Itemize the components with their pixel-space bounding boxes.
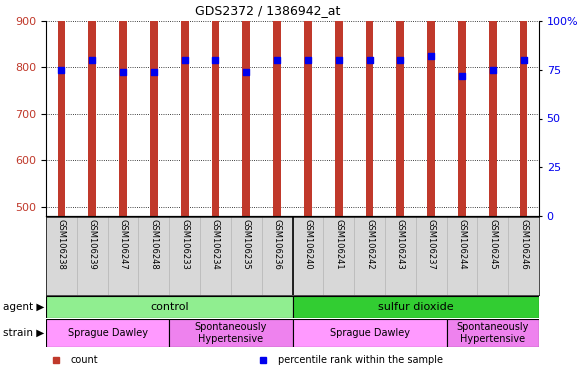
Point — [426, 53, 436, 59]
Bar — [273, 0, 281, 216]
Bar — [88, 0, 96, 216]
Bar — [396, 0, 404, 216]
Text: GSM106240: GSM106240 — [303, 219, 313, 270]
Text: percentile rank within the sample: percentile rank within the sample — [278, 355, 443, 365]
Text: GSM106244: GSM106244 — [457, 219, 467, 270]
Text: GSM106237: GSM106237 — [426, 219, 436, 270]
Point — [457, 73, 467, 79]
Point — [149, 69, 159, 75]
Point — [334, 57, 343, 63]
Text: GSM106248: GSM106248 — [149, 219, 159, 270]
Bar — [365, 0, 374, 216]
Bar — [169, 319, 292, 347]
Point — [303, 57, 313, 63]
Bar — [46, 296, 292, 318]
Point — [119, 69, 128, 75]
Bar — [335, 0, 343, 216]
Text: GSM106245: GSM106245 — [488, 219, 497, 270]
Bar — [304, 0, 312, 216]
Text: Spontaneously
Hypertensive: Spontaneously Hypertensive — [457, 322, 529, 344]
Text: GSM106235: GSM106235 — [242, 219, 251, 270]
Point — [488, 67, 497, 73]
Point — [211, 57, 220, 63]
Point — [365, 57, 374, 63]
Text: GSM106241: GSM106241 — [334, 219, 343, 270]
Text: sulfur dioxide: sulfur dioxide — [378, 302, 454, 312]
Text: Spontaneously
Hypertensive: Spontaneously Hypertensive — [195, 322, 267, 344]
Point — [88, 57, 97, 63]
Text: GSM106247: GSM106247 — [119, 219, 128, 270]
Text: GDS2372 / 1386942_at: GDS2372 / 1386942_at — [195, 4, 340, 17]
Bar — [458, 0, 466, 216]
Bar — [211, 0, 219, 216]
Point — [180, 57, 189, 63]
Bar — [242, 0, 250, 216]
Point — [519, 57, 528, 63]
Point — [57, 67, 66, 73]
Bar — [46, 319, 169, 347]
Bar — [292, 296, 539, 318]
Bar — [427, 0, 435, 216]
Text: GSM106246: GSM106246 — [519, 219, 528, 270]
Bar — [520, 0, 528, 216]
Text: count: count — [71, 355, 98, 365]
Text: GSM106233: GSM106233 — [180, 219, 189, 270]
Text: GSM106238: GSM106238 — [57, 219, 66, 270]
Text: GSM106242: GSM106242 — [365, 219, 374, 270]
Text: Sprague Dawley: Sprague Dawley — [329, 328, 410, 338]
Bar — [150, 0, 157, 216]
Bar — [181, 0, 188, 216]
Bar — [292, 319, 447, 347]
Point — [272, 57, 282, 63]
Point — [242, 69, 251, 75]
Text: GSM106234: GSM106234 — [211, 219, 220, 270]
Bar — [447, 319, 539, 347]
Text: strain ▶: strain ▶ — [3, 328, 44, 338]
Text: control: control — [150, 302, 189, 312]
Text: Sprague Dawley: Sprague Dawley — [67, 328, 148, 338]
Bar — [489, 0, 497, 216]
Text: agent ▶: agent ▶ — [3, 302, 44, 312]
Bar — [58, 0, 65, 216]
Text: GSM106236: GSM106236 — [272, 219, 282, 270]
Bar — [119, 0, 127, 216]
Text: GSM106239: GSM106239 — [88, 219, 96, 270]
Text: GSM106243: GSM106243 — [396, 219, 405, 270]
Point — [396, 57, 405, 63]
